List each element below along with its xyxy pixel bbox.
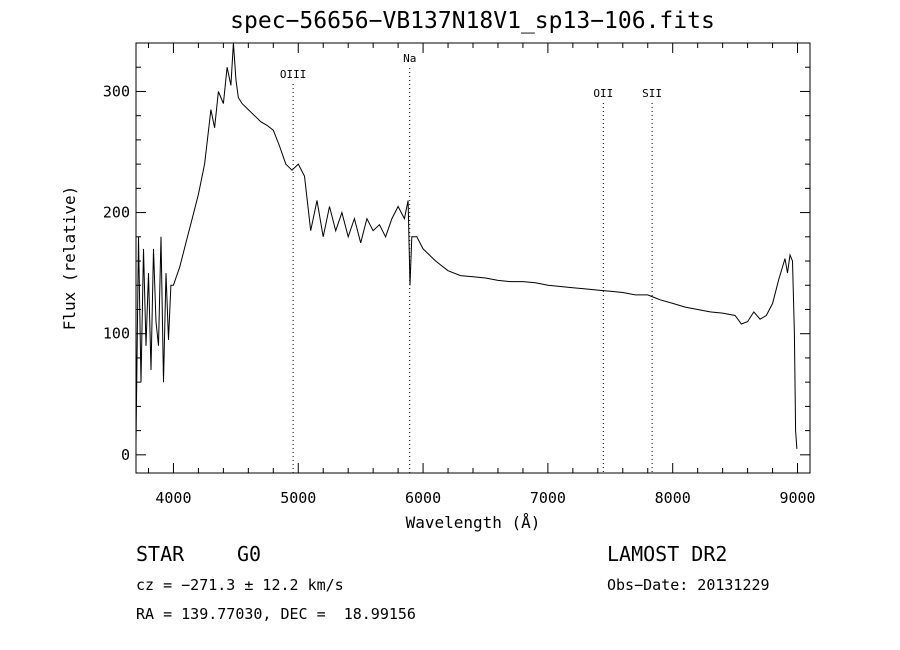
y-tick-label: 300 (103, 82, 130, 100)
annotation-label: OIII (280, 68, 307, 81)
y-tick-label: 100 (103, 325, 130, 343)
coordinates: RA = 139.77030, DEC = 18.99156 (136, 605, 416, 623)
line-annotations: OIII Na OII SII (280, 52, 662, 473)
y-tick-label: 200 (103, 204, 130, 222)
observation-date: Obs−Date: 20131229 (607, 576, 770, 594)
survey-name: LAMOST DR2 (607, 542, 728, 566)
chart-title: spec−56656−VB137N18V1_sp13−106.fits (230, 8, 715, 34)
x-tick-label: 6000 (405, 489, 441, 507)
x-tick-label: 7000 (530, 489, 566, 507)
redshift-velocity: cz = −271.3 ± 12.2 km/s (136, 576, 344, 594)
x-axis-label: Wavelength (Å) (406, 513, 541, 532)
y-axis-label: Flux (relative) (60, 186, 79, 331)
x-tick-label: 5000 (280, 489, 316, 507)
annotation-label: OII (593, 87, 613, 100)
annotation-label: SII (642, 87, 662, 100)
y-axis-ticks: 0 100 200 300 (103, 66, 810, 464)
annotation-label: Na (403, 52, 416, 65)
spectrum-line (135, 42, 798, 449)
object-subclass: G0 (237, 542, 262, 566)
object-class: STAR (136, 542, 185, 566)
y-tick-label: 0 (121, 446, 130, 464)
x-axis-ticks: 4000 5000 6000 7000 8000 9000 (147, 43, 816, 507)
x-tick-label: 8000 (655, 489, 691, 507)
x-tick-label: 9000 (779, 489, 815, 507)
x-tick-label: 4000 (155, 489, 191, 507)
plot-frame (135, 42, 811, 474)
